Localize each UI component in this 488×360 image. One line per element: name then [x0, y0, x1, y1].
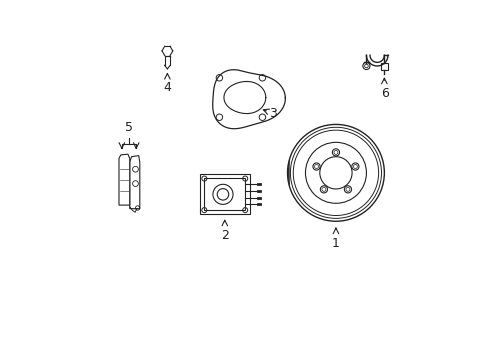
- Polygon shape: [119, 154, 129, 205]
- Bar: [199, 174, 249, 215]
- Polygon shape: [129, 156, 140, 209]
- Bar: [380, 63, 387, 69]
- Text: 4: 4: [163, 81, 171, 94]
- Text: 3: 3: [269, 107, 277, 120]
- Text: 6: 6: [380, 87, 388, 100]
- Bar: [203, 178, 245, 211]
- Text: 2: 2: [221, 229, 228, 242]
- Text: 1: 1: [331, 237, 339, 250]
- Text: 5: 5: [125, 121, 133, 134]
